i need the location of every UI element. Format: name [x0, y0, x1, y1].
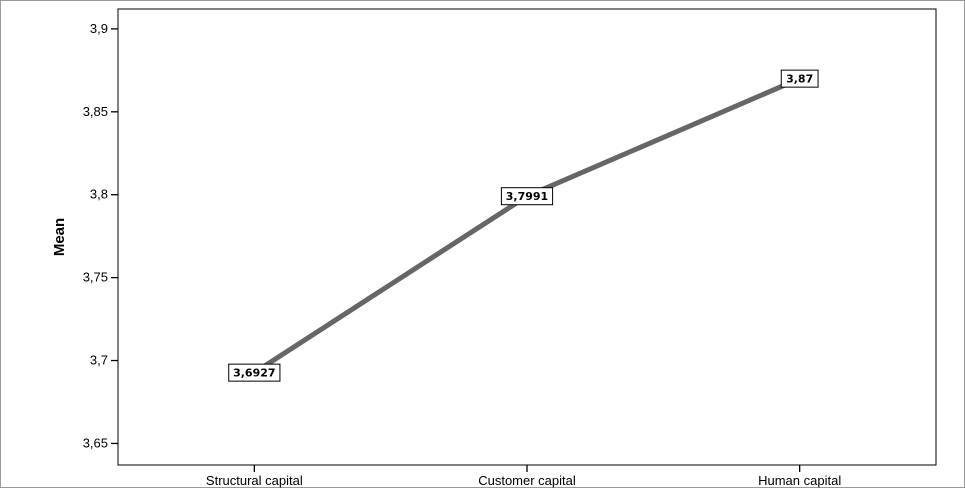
data-label-text: 3,6927	[233, 367, 275, 380]
data-label-text: 3,7991	[506, 190, 548, 203]
y-tick-label: 3,7	[90, 353, 108, 368]
data-label-box	[780, 69, 819, 88]
data-label: 3,87	[780, 69, 819, 88]
y-axis-title: Mean	[51, 218, 68, 256]
data-label-text: 3,87	[786, 73, 813, 86]
data-label: 3,6927	[228, 363, 281, 382]
x-tick-label: Human capital	[758, 473, 841, 488]
data-label-layer: 3,6927 3,7991 3,87	[228, 69, 819, 382]
y-tick-label: 3,75	[83, 270, 108, 285]
data-label-box	[228, 363, 281, 382]
data-label-box	[500, 187, 554, 206]
y-tick-label: 3,8	[90, 187, 108, 202]
data-label: 3,7991	[500, 187, 554, 206]
x-tick-label: Customer capital	[478, 473, 576, 488]
x-axis: Structural capital Customer capital Human …	[206, 465, 841, 488]
y-tick-label: 3,9	[90, 21, 108, 36]
y-axis: 3,65 3,7 3,75 3,8 3,85 3,9	[83, 21, 118, 450]
y-tick-label: 3,65	[83, 435, 108, 450]
x-tick-label: Structural capital	[206, 473, 303, 488]
y-tick-label: 3,85	[83, 104, 108, 119]
